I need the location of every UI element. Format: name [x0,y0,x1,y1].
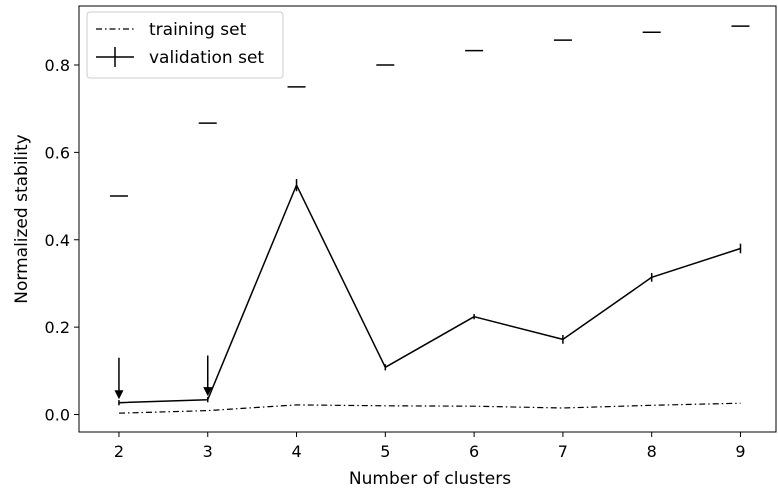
y-tick-label: 0.2 [45,318,70,337]
y-tick-label: 0.0 [45,406,70,425]
x-tick-label: 5 [380,442,390,461]
annotation-arrow-head [114,390,124,400]
training-set-line [118,402,741,414]
legend: training set validation set [86,11,284,79]
y-axis-ticks: 0.0 0.2 0.4 0.6 0.8 [45,56,79,425]
series-layer [118,179,742,414]
x-tick-label: 3 [203,442,213,461]
y-tick-label: 0.8 [45,56,70,75]
annotation-arrow-head [203,387,213,397]
x-tick-label: 7 [558,442,568,461]
legend-label-validation: validation set [149,48,264,68]
y-tick-label: 0.6 [45,143,70,162]
legend-label-training: training set [149,20,247,40]
x-tick-label: 6 [469,442,479,461]
legend-box [86,11,284,79]
x-tick-label: 9 [735,442,745,461]
annotation-arrows [114,355,213,400]
validation-set-line [118,184,741,404]
x-tick-label: 8 [647,442,657,461]
x-tick-label: 4 [291,442,301,461]
y-tick-label: 0.4 [45,231,70,250]
y-axis-title: Normalized stability [12,134,32,303]
x-axis-title: Number of clusters [349,469,511,489]
x-tick-label: 2 [114,442,124,461]
reference-markers [109,25,750,197]
x-axis-ticks: 2 3 4 5 6 7 8 9 [114,432,746,461]
